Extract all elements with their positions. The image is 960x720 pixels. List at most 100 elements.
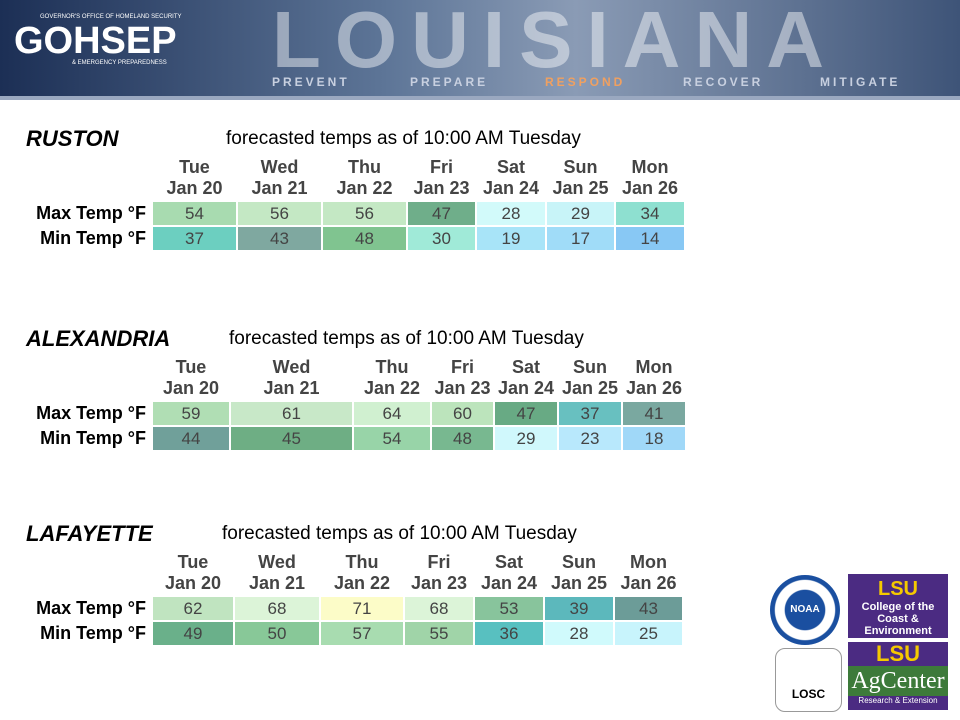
state: LOUISIANA bbox=[272, 0, 838, 84]
temp-cell: 14 bbox=[615, 226, 685, 251]
day-name: Sat bbox=[494, 552, 523, 572]
lsu2-text: LSU bbox=[876, 641, 920, 666]
temp-cell: 18 bbox=[622, 426, 686, 451]
org: GOVERNOR'S OFFICE OF HOMELAND SECURITY bbox=[40, 14, 182, 20]
day-date: Jan 21 bbox=[248, 573, 306, 593]
day-name: Sun bbox=[562, 552, 596, 572]
motto: PREPARE bbox=[410, 75, 489, 89]
day-date: Jan 20 bbox=[164, 573, 222, 593]
day-name: Mon bbox=[631, 157, 669, 177]
day-name: Mon bbox=[630, 552, 667, 572]
noaa-logo: NOAA bbox=[770, 575, 840, 645]
row-label: Max Temp °F bbox=[36, 598, 146, 618]
motto: MITIGATE bbox=[820, 75, 901, 89]
day-name: Fri bbox=[429, 157, 453, 177]
row-label: Min Temp °F bbox=[40, 428, 146, 448]
temp-cell: 28 bbox=[544, 621, 614, 646]
temp-cell: 71 bbox=[320, 596, 404, 621]
motto: RECOVER bbox=[683, 75, 764, 89]
temp-cell: 17 bbox=[546, 226, 615, 251]
temp-cell: 47 bbox=[494, 401, 558, 426]
city-title: RUSTON bbox=[26, 126, 119, 151]
day-date: Jan 23 bbox=[413, 178, 470, 198]
temp-cell: 64 bbox=[353, 401, 431, 426]
temp-cell: 61 bbox=[230, 401, 353, 426]
temp-cell: 37 bbox=[558, 401, 622, 426]
day-name: Tue bbox=[175, 357, 207, 377]
temp-cell: 59 bbox=[152, 401, 230, 426]
temp-cell: 49 bbox=[152, 621, 234, 646]
city-title: LAFAYETTE bbox=[26, 521, 153, 546]
org-sub: & EMERGENCY PREPAREDNESS bbox=[72, 60, 167, 66]
temp-cell: 50 bbox=[234, 621, 320, 646]
temp-cell: 43 bbox=[614, 596, 683, 621]
temp-cell: 48 bbox=[431, 426, 494, 451]
row-label: Max Temp °F bbox=[36, 403, 146, 423]
logo: GOHSEP bbox=[14, 20, 177, 62]
lsu-coast: LSU College of the Coast & Environment bbox=[848, 574, 948, 638]
temp-cell: 47 bbox=[407, 201, 476, 226]
temp-cell: 54 bbox=[353, 426, 431, 451]
day-date: Jan 20 bbox=[162, 378, 220, 398]
temp-cell: 28 bbox=[476, 201, 546, 226]
temp-cell: 68 bbox=[404, 596, 474, 621]
day-name: Thu bbox=[345, 552, 379, 572]
row-label: Max Temp °F bbox=[36, 203, 146, 223]
day-name: Wed bbox=[272, 357, 311, 377]
temp-cell: 53 bbox=[474, 596, 544, 621]
motto: RESPOND bbox=[545, 75, 626, 89]
row-label: Min Temp °F bbox=[40, 228, 146, 248]
agcenter: AgCenter bbox=[848, 666, 948, 696]
temp-cell: 68 bbox=[234, 596, 320, 621]
temp-cell: 19 bbox=[476, 226, 546, 251]
day-name: Fri bbox=[427, 552, 451, 572]
day-name: Sun bbox=[573, 357, 607, 377]
day-name: Sat bbox=[496, 157, 525, 177]
day-date: Jan 23 bbox=[434, 378, 491, 398]
losc-logo: LOSC bbox=[775, 648, 842, 712]
day-name: Tue bbox=[177, 552, 209, 572]
day-name: Sat bbox=[511, 357, 540, 377]
temp-cell: 29 bbox=[546, 201, 615, 226]
temp-cell: 36 bbox=[474, 621, 544, 646]
temp-cell: 62 bbox=[152, 596, 234, 621]
temp-cell: 56 bbox=[322, 201, 407, 226]
day-name: Wed bbox=[258, 552, 296, 572]
day-date: Jan 22 bbox=[363, 378, 421, 398]
temp-cell: 56 bbox=[237, 201, 322, 226]
temp-cell: 23 bbox=[558, 426, 622, 451]
temp-cell: 44 bbox=[152, 426, 230, 451]
tag: Research & Extension bbox=[858, 696, 938, 705]
day-date: Jan 26 bbox=[620, 573, 677, 593]
temp-cell: 45 bbox=[230, 426, 353, 451]
temp-cell: 30 bbox=[407, 226, 476, 251]
temp-cell: 29 bbox=[494, 426, 558, 451]
lsu-sub: College of the Coast & Environment bbox=[861, 601, 935, 637]
day-date: Jan 26 bbox=[621, 178, 679, 198]
day-date: Jan 20 bbox=[166, 178, 223, 198]
temp-cell: 48 bbox=[322, 226, 407, 251]
day-date: Jan 23 bbox=[410, 573, 468, 593]
day-date: Jan 22 bbox=[333, 573, 391, 593]
temp-cell: 39 bbox=[544, 596, 614, 621]
day-name: Tue bbox=[179, 157, 210, 177]
day-date: Jan 25 bbox=[550, 573, 608, 593]
temp-cell: 57 bbox=[320, 621, 404, 646]
temp-cell: 60 bbox=[431, 401, 494, 426]
day-date: Jan 25 bbox=[561, 378, 619, 398]
day-date: Jan 24 bbox=[482, 178, 540, 198]
day-date: Jan 21 bbox=[263, 378, 320, 398]
day-name: Mon bbox=[635, 357, 673, 377]
subtitle: forecasted temps as of 10:00 AM Tuesday bbox=[226, 128, 581, 149]
lsu-text: LSU bbox=[878, 578, 918, 600]
day-date: Jan 26 bbox=[625, 378, 683, 398]
temp-cell: 43 bbox=[237, 226, 322, 251]
day-date: Jan 25 bbox=[552, 178, 609, 198]
row-label: Min Temp °F bbox=[40, 623, 146, 643]
banner: GOVERNOR'S OFFICE OF HOMELAND SECURITY G… bbox=[0, 0, 960, 100]
lsu-agcenter: LSU AgCenter Research & Extension bbox=[848, 642, 948, 710]
subtitle: forecasted temps as of 10:00 AM Tuesday bbox=[229, 328, 584, 349]
noaa-text: NOAA bbox=[790, 604, 820, 615]
day-date: Jan 22 bbox=[336, 178, 393, 198]
